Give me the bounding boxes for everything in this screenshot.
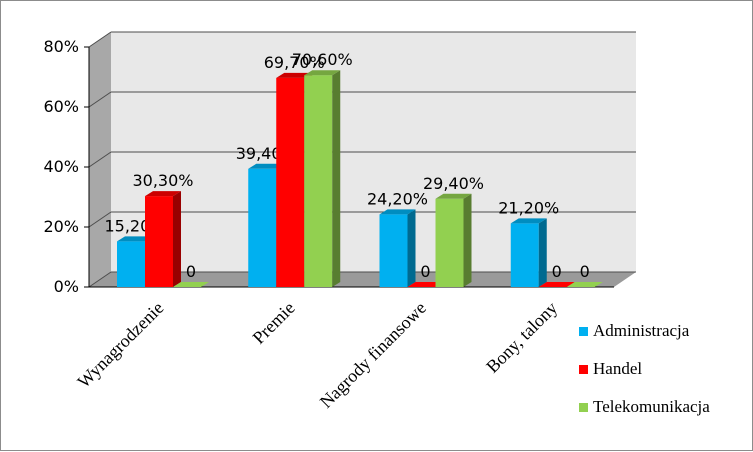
bar-telekomunikacja-2: [435, 193, 472, 287]
bar-telekomunikacja-1: [304, 70, 341, 287]
bar-top: [117, 236, 153, 242]
y-tick-label: 0%: [54, 277, 79, 296]
bar-top: [379, 209, 416, 215]
data-label: 0: [580, 262, 590, 281]
gridline-side: [88, 91, 112, 108]
y-tick-label: 40%: [43, 157, 79, 176]
bar-handel-3: [538, 282, 575, 287]
legend-label: Handel: [593, 359, 642, 378]
bar-handel-0: [145, 191, 181, 287]
bar-front: [145, 196, 173, 287]
category-label: Nagrody finansowe: [316, 298, 430, 412]
bar-side: [407, 209, 416, 287]
y-tick-label: 20%: [43, 217, 79, 236]
bar-flat: [407, 282, 444, 287]
bar-handel-2: [407, 282, 444, 287]
bar-front: [304, 75, 333, 287]
gridline-side: [88, 211, 112, 228]
y-tick-label: 60%: [43, 97, 79, 116]
bar-front: [117, 241, 145, 287]
y-tick-label: 80%: [43, 37, 79, 56]
data-label: 29,40%: [423, 174, 484, 193]
bar-side: [332, 70, 341, 287]
data-label: 69,70%: [264, 53, 325, 72]
bar-flat: [538, 282, 575, 287]
data-label: 24,20%: [367, 189, 428, 208]
bar-front: [510, 223, 539, 287]
bar-top: [248, 163, 285, 169]
bar-top: [435, 193, 472, 199]
bar-flat: [173, 282, 209, 287]
data-label: 30,30%: [132, 171, 193, 190]
bar-side: [463, 193, 472, 287]
gridline-side: [88, 271, 112, 288]
data-label: 0: [552, 262, 562, 281]
bar-top: [276, 72, 313, 78]
bar-administracja-3: [510, 218, 547, 287]
bar-top: [510, 218, 547, 224]
legend-label: Administracja: [593, 321, 690, 340]
legend-swatch: [579, 403, 588, 412]
bar-front: [276, 77, 305, 288]
data-label: 0: [186, 262, 196, 281]
data-label: 21,20%: [498, 198, 559, 217]
bar-front: [435, 198, 464, 287]
data-label: 0: [420, 262, 430, 281]
data-label: 70,60%: [292, 50, 353, 69]
bar-administracja-2: [379, 209, 416, 287]
legend-swatch: [579, 365, 588, 374]
category-label: Wynagrodzenie: [73, 298, 167, 392]
legend-swatch: [579, 327, 588, 336]
bar-top: [304, 70, 341, 76]
bar-top: [145, 191, 181, 197]
category-label: Bony, talony: [482, 298, 561, 377]
bar-flat: [566, 282, 603, 287]
floor: [89, 272, 636, 287]
bar-front: [379, 214, 408, 287]
gridline-side: [88, 151, 112, 168]
gridline-side: [88, 31, 112, 48]
bar-telekomunikacja-3: [566, 282, 603, 287]
bar-front: [248, 168, 277, 287]
bar-side: [173, 191, 181, 287]
category-label: Premie: [248, 298, 298, 348]
bar-side: [538, 218, 547, 287]
bar-telekomunikacja-0: [173, 282, 209, 287]
legend-label: Telekomunikacja: [593, 397, 710, 416]
